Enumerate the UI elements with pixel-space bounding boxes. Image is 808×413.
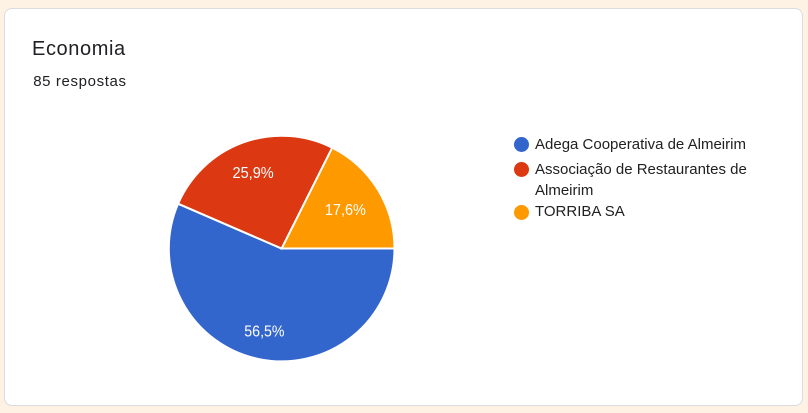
svg-text:17,6%: 17,6%	[325, 202, 366, 219]
svg-text:25,9%: 25,9%	[233, 165, 274, 182]
svg-text:56,5%: 56,5%	[244, 323, 284, 340]
